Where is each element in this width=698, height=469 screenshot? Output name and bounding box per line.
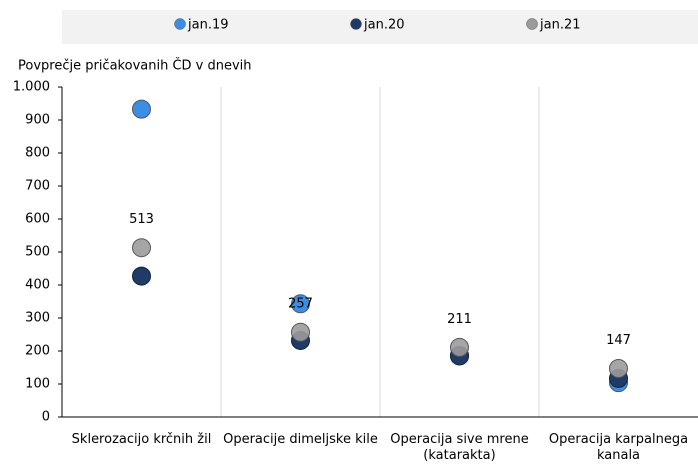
legend-label: jan.20 xyxy=(363,18,405,33)
point xyxy=(132,238,151,258)
legend-label: jan.19 xyxy=(187,18,229,33)
y-tick-label: 500 xyxy=(25,245,50,260)
point xyxy=(132,99,151,119)
y-tick-label: 300 xyxy=(25,311,50,326)
x-tick-label: Operacija sive mrene (katarakta) xyxy=(390,432,529,463)
legend-background xyxy=(62,10,698,44)
x-tick-label: Operacije dimeljske kile xyxy=(223,432,378,447)
y-tick-label: 400 xyxy=(25,278,50,293)
data-label: 257 xyxy=(288,297,313,312)
legend-marker xyxy=(174,18,186,30)
point xyxy=(291,294,310,314)
y-tick-label: 800 xyxy=(25,146,50,161)
y-tick-label: 200 xyxy=(25,344,50,359)
legend-marker xyxy=(526,18,538,30)
data-label: 513 xyxy=(129,212,154,227)
point xyxy=(609,358,628,378)
point xyxy=(291,322,310,342)
y-axis-label: Povprečje pričakovanih ČD v dnevih xyxy=(18,58,252,74)
legend-marker xyxy=(350,18,362,30)
point xyxy=(132,266,151,286)
y-tick-label: 700 xyxy=(25,179,50,194)
y-tick-label: 600 xyxy=(25,212,50,227)
y-tick-label: 100 xyxy=(25,377,50,392)
x-tick-label: Sklerozacijo krčnih žil xyxy=(71,432,212,447)
y-tick-label: 0 xyxy=(42,410,50,425)
data-label: 211 xyxy=(447,312,472,327)
data-label: 147 xyxy=(606,333,631,348)
legend-label: jan.21 xyxy=(539,18,581,33)
x-tick-label: Operacija karpalnega kanala xyxy=(548,432,689,463)
point xyxy=(450,337,469,357)
y-tick-label: 1.000 xyxy=(13,80,50,95)
y-tick-label: 900 xyxy=(25,113,50,128)
